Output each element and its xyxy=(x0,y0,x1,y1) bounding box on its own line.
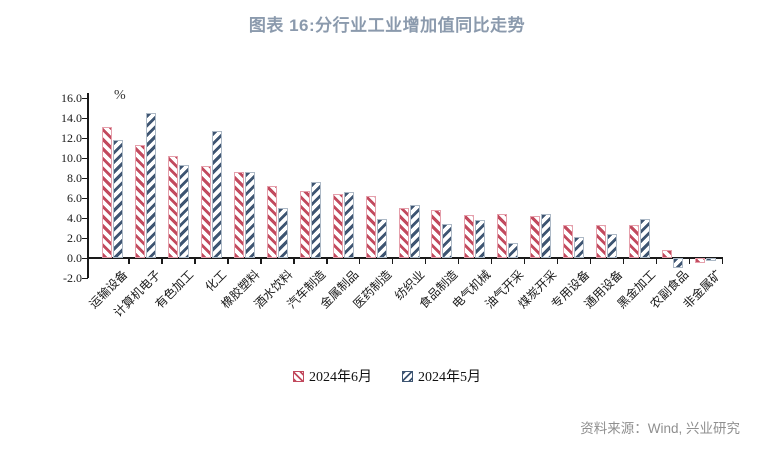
bar-may xyxy=(244,172,255,258)
legend-label-june: 2024年6月 xyxy=(309,370,372,385)
y-tick-mark xyxy=(82,177,88,179)
bar-june xyxy=(530,216,541,258)
bar-may xyxy=(277,208,288,258)
x-tick-mark xyxy=(424,258,427,264)
bar-may xyxy=(475,220,486,258)
x-tick-mark xyxy=(622,258,625,264)
bar-june xyxy=(266,186,277,258)
bar-june xyxy=(431,210,442,258)
y-tick-label: 8.0 xyxy=(67,171,82,185)
y-tick-mark xyxy=(82,157,88,159)
legend: 2024年6月 2024年5月 xyxy=(0,366,774,386)
bar-june xyxy=(134,145,145,258)
bar-may xyxy=(673,258,684,268)
bar-may xyxy=(541,214,552,258)
chart-title: 图表 16:分行业工业增加值同比走势 xyxy=(248,16,526,35)
y-axis-unit-label: % xyxy=(114,88,126,103)
bar-may xyxy=(343,192,354,258)
x-tick-mark xyxy=(227,258,229,264)
x-tick-mark xyxy=(688,258,690,264)
y-tick-label: 6.0 xyxy=(67,191,82,205)
bar-june xyxy=(629,225,640,258)
x-tick-mark xyxy=(161,258,163,264)
bar-june xyxy=(662,250,673,258)
y-tick-label: 4.0 xyxy=(67,211,82,225)
june-hatch-swatch-icon xyxy=(293,370,304,382)
bar-june xyxy=(596,225,607,258)
bar-may xyxy=(376,219,387,258)
source-note: 资料来源：Wind, 兴业研究 xyxy=(580,421,740,436)
bar-june xyxy=(101,127,112,258)
x-tick-mark xyxy=(589,258,592,264)
y-tick-mark xyxy=(82,257,88,259)
bar-may xyxy=(574,237,585,258)
bar-june xyxy=(398,208,409,258)
x-tick-mark xyxy=(490,258,493,264)
y-tick-mark xyxy=(82,117,88,119)
y-tick-mark xyxy=(82,237,88,239)
bar-may xyxy=(310,182,321,258)
y-tick-label: 12.0 xyxy=(61,131,82,145)
y-tick-mark xyxy=(82,137,88,139)
x-tick-mark xyxy=(260,258,262,264)
bar-may xyxy=(442,224,453,258)
bar-may xyxy=(211,131,222,258)
x-tick-mark xyxy=(359,258,361,264)
bar-may xyxy=(178,165,189,258)
y-axis-line xyxy=(87,93,89,278)
bar-may xyxy=(409,205,420,258)
x-tick-mark xyxy=(523,258,526,264)
bar-june xyxy=(167,156,178,258)
x-tick-mark xyxy=(392,258,394,264)
x-tick-mark xyxy=(457,258,460,264)
bar-june xyxy=(299,191,310,258)
y-tick-label: 10.0 xyxy=(61,151,82,165)
x-tick-mark xyxy=(326,258,328,264)
y-tick-mark xyxy=(82,277,88,279)
x-tick-mark xyxy=(721,258,723,264)
bar-june xyxy=(200,166,211,258)
bar-june xyxy=(233,172,244,258)
x-tick-mark xyxy=(556,258,559,264)
y-tick-mark xyxy=(82,197,88,199)
x-tick-mark xyxy=(128,258,130,264)
bar-june xyxy=(332,194,343,258)
may-hatch-swatch-icon xyxy=(402,370,413,382)
y-tick-label: 2.0 xyxy=(67,231,82,245)
legend-item-june: 2024年6月 xyxy=(293,366,372,386)
bar-june xyxy=(497,214,508,258)
bar-may xyxy=(607,234,618,258)
bar-may xyxy=(508,243,519,258)
bar-may xyxy=(706,258,717,261)
bar-june xyxy=(563,225,574,258)
bar-may xyxy=(640,219,651,258)
bar-may xyxy=(145,113,156,258)
y-tick-label: -2.0 xyxy=(63,271,82,285)
bar-june xyxy=(365,196,376,258)
x-tick-mark xyxy=(655,258,657,264)
y-tick-mark xyxy=(82,217,88,219)
bar-may xyxy=(112,140,123,258)
bar-june xyxy=(695,258,706,263)
x-tick-mark xyxy=(293,258,295,264)
y-tick-label: 14.0 xyxy=(61,111,82,125)
legend-item-may: 2024年5月 xyxy=(402,366,481,386)
x-tick-mark xyxy=(194,258,196,264)
y-tick-mark xyxy=(82,97,88,99)
legend-label-may: 2024年5月 xyxy=(418,370,481,385)
y-tick-label: 0.0 xyxy=(67,251,82,265)
bar-june xyxy=(464,215,475,258)
y-tick-label: 16.0 xyxy=(61,91,82,105)
